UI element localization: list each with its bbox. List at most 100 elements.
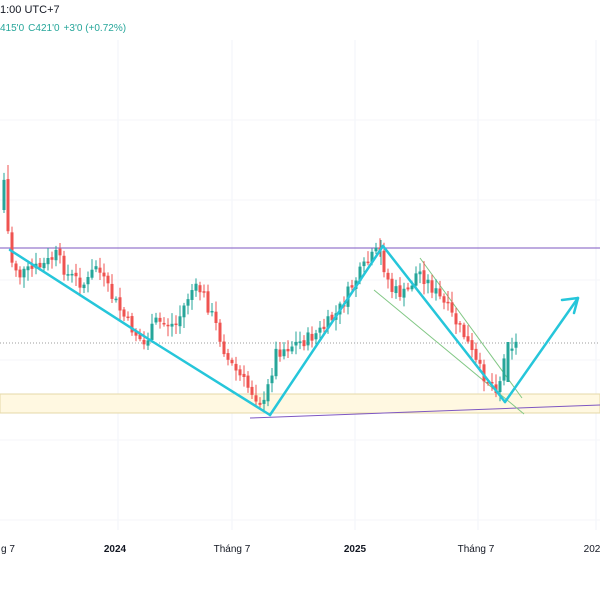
- candle-body: [154, 317, 158, 323]
- candle-body: [362, 261, 366, 267]
- candle-body: [218, 322, 222, 342]
- candle-body: [386, 272, 390, 280]
- pattern-line: [268, 244, 385, 417]
- candle-body: [142, 339, 146, 345]
- candle-body: [18, 269, 22, 278]
- close-value: C421'0: [28, 23, 60, 34]
- candle-body: [74, 272, 78, 277]
- candle-body: [322, 326, 326, 329]
- candle-body: [194, 283, 198, 291]
- candle-body: [382, 250, 386, 273]
- candle-body: [406, 287, 410, 290]
- candle-body: [278, 349, 282, 357]
- candle-body: [470, 340, 474, 351]
- candle-body: [318, 327, 322, 333]
- candle-body: [330, 314, 334, 321]
- candle-body: [454, 313, 458, 325]
- candle-body: [110, 283, 114, 299]
- candle-body: [10, 232, 14, 263]
- x-tick-label: Tháng 7: [214, 544, 251, 555]
- candle-body: [514, 341, 518, 348]
- candle-body: [282, 349, 286, 357]
- candle-body: [262, 399, 266, 404]
- chart-header: 1:00 UTC+7 415'0 C421'0 +3'0 (+0.72%): [0, 0, 600, 44]
- candle-body: [66, 274, 70, 276]
- candle-body: [474, 348, 478, 360]
- candle-body: [174, 323, 178, 326]
- candle-body: [370, 251, 374, 262]
- pattern-line: [503, 296, 580, 404]
- candle-body: [22, 268, 26, 278]
- support-zone: [0, 393, 600, 414]
- candle-body: [326, 316, 330, 328]
- candle-body: [374, 247, 378, 252]
- timezone-label: 1:00 UTC+7: [0, 4, 60, 16]
- candle-body: [418, 271, 422, 275]
- candle-body: [90, 269, 94, 278]
- candle-body: [210, 310, 214, 313]
- candle-body: [106, 275, 110, 284]
- candle-body: [14, 263, 18, 271]
- candle-body: [426, 279, 430, 284]
- candle-body: [450, 302, 454, 313]
- candle-body: [2, 179, 6, 210]
- candle-body: [446, 301, 450, 304]
- candle-body: [290, 346, 294, 352]
- candle-body: [98, 267, 102, 273]
- x-tick-label: 2024: [104, 544, 127, 555]
- candle-body: [402, 288, 406, 298]
- candle-body: [466, 336, 470, 342]
- candle-body: [438, 288, 442, 297]
- candle-body: [302, 340, 306, 347]
- candle-body: [246, 375, 250, 388]
- candle-body: [230, 359, 234, 364]
- candle-body: [214, 311, 218, 323]
- candle-body: [118, 297, 122, 311]
- candle-body: [202, 291, 206, 293]
- candle-body: [94, 266, 98, 270]
- candle-body: [306, 332, 310, 346]
- candle-body: [170, 323, 174, 327]
- candle-body: [226, 353, 230, 360]
- candle-body: [234, 363, 238, 371]
- candle-body: [414, 273, 418, 286]
- candle-body: [82, 284, 86, 289]
- candle-body: [242, 373, 246, 378]
- candle-body: [502, 358, 506, 381]
- candle-body: [310, 333, 314, 341]
- candle-body: [366, 261, 370, 264]
- candle-body: [266, 384, 270, 402]
- candle-body: [410, 285, 414, 290]
- candle-body: [258, 402, 262, 405]
- candle-body: [190, 290, 194, 300]
- pattern-line: [8, 248, 152, 342]
- candle-body: [78, 277, 82, 288]
- candle-body: [42, 262, 46, 269]
- candle-body: [58, 248, 62, 256]
- candle-body: [182, 305, 186, 318]
- candle-body: [350, 285, 354, 288]
- candle-body: [482, 364, 486, 382]
- candle-body: [206, 291, 210, 313]
- support-trendline: [249, 404, 600, 419]
- candle-body: [70, 273, 74, 276]
- pattern-line: [381, 244, 507, 404]
- candle-body: [86, 277, 90, 285]
- candle-body: [390, 278, 394, 292]
- x-tick-label: 202: [584, 544, 600, 555]
- candle-body: [478, 359, 482, 364]
- candle-body: [394, 286, 398, 294]
- x-tick-label: g 7: [1, 544, 15, 555]
- ohlc-fragment: 415'0: [0, 23, 25, 34]
- candle-body: [126, 316, 130, 319]
- candle-body: [162, 322, 166, 325]
- ohlc-readout: 415'0 C421'0 +3'0 (+0.72%): [0, 23, 130, 34]
- candle-body: [510, 348, 514, 351]
- candle-body: [358, 266, 362, 282]
- candle-body: [222, 341, 226, 355]
- candle-body: [314, 333, 318, 340]
- candle-body: [30, 265, 34, 269]
- x-axis: g 7 2024 Tháng 7 2025 Tháng 7 202: [1, 544, 600, 555]
- candle-body: [138, 334, 142, 340]
